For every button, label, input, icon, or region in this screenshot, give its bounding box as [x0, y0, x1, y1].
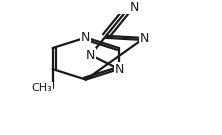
Text: N: N — [129, 1, 139, 14]
Text: CH₃: CH₃ — [32, 83, 53, 93]
Text: N: N — [114, 63, 124, 76]
Text: N: N — [81, 31, 91, 44]
Text: N: N — [140, 31, 149, 45]
Text: N: N — [86, 48, 95, 62]
